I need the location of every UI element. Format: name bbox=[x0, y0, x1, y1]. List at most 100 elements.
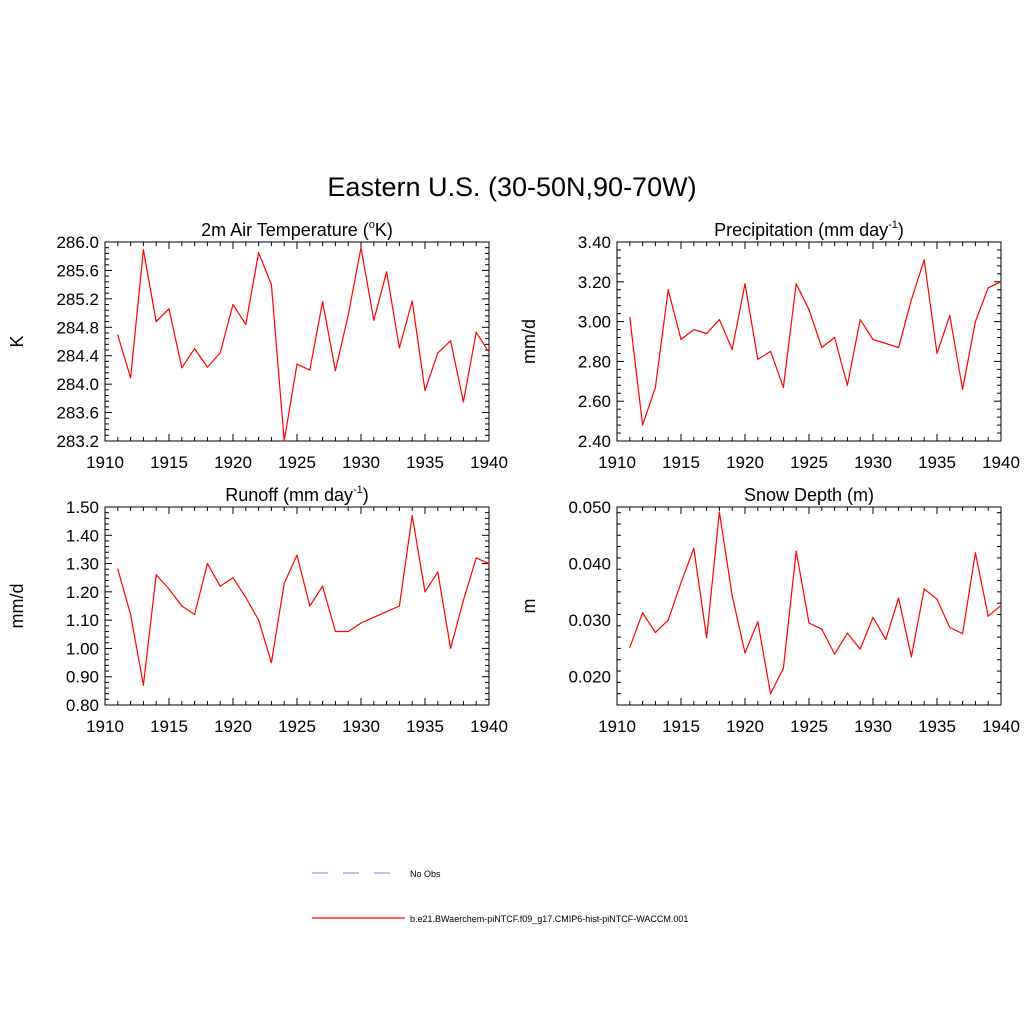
y-tick-label: 0.050 bbox=[568, 498, 611, 517]
data-point bbox=[795, 283, 797, 285]
data-point bbox=[258, 252, 260, 254]
data-point bbox=[731, 595, 733, 597]
plot-frame bbox=[616, 241, 1002, 442]
data-point bbox=[834, 653, 836, 655]
x-tick-label: 1915 bbox=[150, 717, 188, 736]
data-point bbox=[846, 384, 849, 386]
data-point bbox=[718, 319, 721, 321]
panel-title-text: Snow Depth (m) bbox=[744, 485, 874, 505]
y-axis-label: m bbox=[519, 599, 539, 614]
data-point bbox=[654, 631, 657, 634]
x-tick-label: 1930 bbox=[342, 453, 380, 472]
data-point bbox=[296, 363, 298, 365]
panel-title-air-temperature: 2m Air Temperature (oK) bbox=[201, 219, 393, 240]
y-tick-label: 1.30 bbox=[66, 555, 99, 574]
data-point bbox=[757, 621, 759, 623]
x-tick-label: 1920 bbox=[214, 453, 252, 472]
data-point bbox=[232, 577, 234, 579]
y-tick-label: 0.80 bbox=[66, 696, 99, 715]
figure-title: Eastern U.S. (30-50N,90-70W) bbox=[327, 172, 696, 202]
series-line bbox=[629, 259, 1002, 426]
data-point bbox=[782, 386, 785, 388]
data-point bbox=[488, 351, 490, 353]
x-tick-label: 1935 bbox=[406, 453, 444, 472]
panel-title-runoff: Runoff (mm day-1) bbox=[225, 484, 369, 505]
data-point bbox=[808, 309, 810, 311]
data-point bbox=[283, 582, 285, 584]
data-point bbox=[219, 585, 221, 587]
data-point bbox=[770, 350, 772, 353]
data-point bbox=[424, 389, 426, 392]
plot-frame bbox=[104, 241, 490, 442]
data-point bbox=[386, 271, 388, 273]
data-point bbox=[334, 630, 336, 633]
data-point bbox=[475, 557, 477, 559]
data-point bbox=[680, 338, 682, 341]
data-point bbox=[898, 597, 900, 599]
y-tick-label: 2.60 bbox=[578, 392, 611, 411]
data-point bbox=[309, 605, 311, 607]
data-point bbox=[181, 605, 183, 607]
x-tick-label: 1935 bbox=[918, 453, 956, 472]
data-point bbox=[142, 249, 144, 251]
data-point bbox=[782, 667, 785, 669]
data-point bbox=[642, 612, 644, 614]
data-point bbox=[309, 369, 311, 371]
legend-item-no-obs: No Obs bbox=[312, 869, 441, 879]
data-point bbox=[360, 622, 362, 624]
data-point bbox=[898, 346, 900, 349]
data-point bbox=[194, 348, 196, 350]
data-point bbox=[667, 289, 669, 291]
x-tick-label: 1915 bbox=[662, 453, 700, 472]
data-point bbox=[270, 661, 272, 664]
data-point bbox=[219, 352, 221, 354]
data-point bbox=[693, 547, 695, 549]
data-point bbox=[283, 440, 285, 442]
data-point bbox=[270, 284, 272, 286]
y-tick-label: 1.50 bbox=[66, 498, 99, 517]
data-point bbox=[155, 321, 157, 323]
panel-title-text: 2m Air Temperature ( bbox=[201, 220, 369, 240]
data-point bbox=[168, 588, 170, 590]
x-tick-label: 1920 bbox=[214, 717, 252, 736]
data-point bbox=[987, 615, 989, 617]
x-tick-label: 1925 bbox=[790, 453, 828, 472]
data-point bbox=[450, 340, 452, 342]
y-tick-label: 1.00 bbox=[66, 639, 99, 658]
panel-title-text: Precipitation (mm day bbox=[714, 220, 888, 240]
x-tick-label: 1925 bbox=[790, 717, 828, 736]
y-tick-label: 284.8 bbox=[56, 318, 99, 337]
data-point bbox=[910, 299, 913, 301]
x-tick-label: 1930 bbox=[854, 717, 892, 736]
data-point bbox=[142, 684, 144, 686]
x-tick-label: 1915 bbox=[662, 717, 700, 736]
y-tick-label: 1.20 bbox=[66, 583, 99, 602]
data-point bbox=[936, 598, 938, 600]
legend: No Obs b.e21.BWaerchem-piNTCF.f09_g17.CM… bbox=[312, 869, 688, 924]
data-point bbox=[1000, 604, 1002, 607]
panel-title-end: ) bbox=[363, 485, 369, 505]
series-line bbox=[629, 511, 1002, 695]
data-point bbox=[360, 247, 362, 249]
data-point bbox=[731, 348, 733, 351]
data-point bbox=[642, 424, 644, 426]
data-point bbox=[962, 388, 964, 390]
y-tick-label: 2.80 bbox=[578, 352, 611, 371]
y-tick-label: 3.40 bbox=[578, 233, 611, 252]
data-point bbox=[206, 562, 208, 565]
y-tick-label: 0.020 bbox=[568, 668, 611, 687]
data-point bbox=[347, 630, 349, 633]
panel-title-end: K) bbox=[375, 220, 393, 240]
data-point bbox=[667, 619, 669, 621]
data-point bbox=[872, 616, 874, 618]
data-point bbox=[629, 317, 631, 319]
data-point bbox=[334, 370, 336, 372]
x-tick-label: 1910 bbox=[86, 453, 124, 472]
x-tick-label: 1940 bbox=[982, 453, 1020, 472]
data-point bbox=[245, 596, 247, 599]
data-point bbox=[654, 386, 657, 388]
panel-precipitation: Precipitation (mm day-1) 1910 1915 1920 1925… bbox=[519, 219, 1020, 472]
y-tick-label: 285.2 bbox=[56, 290, 99, 309]
panel-title-text: Runoff (mm day bbox=[225, 485, 353, 505]
data-point bbox=[386, 611, 388, 613]
